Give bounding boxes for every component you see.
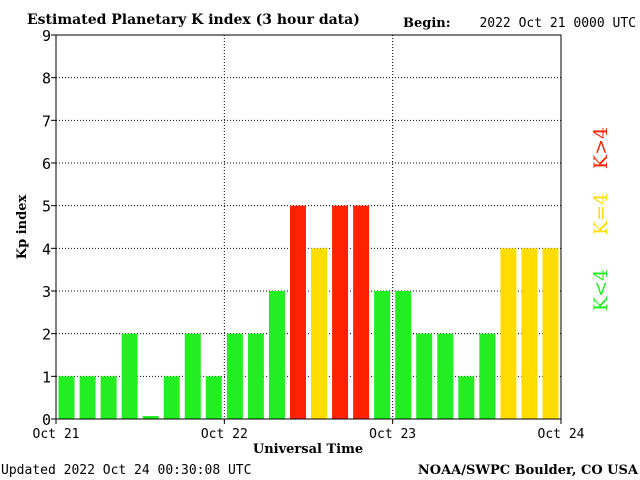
kp-bar <box>268 291 285 419</box>
chart-title: Estimated Planetary K index (3 hour data… <box>27 12 360 28</box>
kp-bar <box>353 205 370 419</box>
kp-bar <box>205 376 222 419</box>
legend-mid: K=4 <box>590 193 612 235</box>
kp-bar <box>458 376 475 419</box>
kp-bar <box>226 333 243 419</box>
begin-label: Begin: <box>403 16 451 31</box>
source-text: NOAA/SWPC Boulder, CO USA <box>418 463 639 478</box>
bars-group <box>58 205 559 419</box>
kp-bar <box>58 376 75 419</box>
x-tick-label: Oct 21 <box>33 427 80 442</box>
kp-bar <box>332 205 349 419</box>
kp-bar <box>542 248 559 419</box>
y-tick-label: 2 <box>42 326 51 344</box>
y-tick-label: 9 <box>42 27 51 45</box>
kp-bar <box>437 333 454 419</box>
y-tick-label: 0 <box>42 411 51 429</box>
kp-bar <box>395 291 412 419</box>
x-tick-label: Oct 24 <box>538 427 585 442</box>
kp-bar <box>374 291 391 419</box>
y-tick-label: 3 <box>42 283 51 301</box>
legend-high: K>4 <box>590 127 612 169</box>
kp-bar <box>500 248 517 419</box>
kp-bar <box>184 333 201 419</box>
y-tick-label: 1 <box>42 368 51 386</box>
x-tick-label: Oct 22 <box>201 427 248 442</box>
y-axis-label: Kp index <box>15 195 30 260</box>
kp-bar <box>311 248 328 419</box>
kp-bar <box>163 376 180 419</box>
kp-bar <box>521 248 538 419</box>
kp-bar <box>79 376 96 419</box>
begin-value: 2022 Oct 21 0000 UTC <box>479 16 636 31</box>
plot-frame <box>55 34 562 420</box>
y-axis-ticks: 0 1 2 3 4 5 6 7 8 9 <box>42 27 56 429</box>
kp-bar <box>289 205 306 419</box>
kp-bar <box>121 333 138 419</box>
kp-bar <box>247 333 264 419</box>
legend-low: K<4 <box>590 269 612 311</box>
kp-bar <box>479 333 496 419</box>
x-axis-label: Universal Time <box>253 442 363 457</box>
grid-lines <box>56 35 561 419</box>
x-tick-label: Oct 23 <box>369 427 416 442</box>
kp-bar <box>100 376 117 419</box>
kp-bar <box>416 333 433 419</box>
y-tick-label: 8 <box>42 70 51 88</box>
y-tick-label: 6 <box>42 155 51 173</box>
y-tick-label: 7 <box>42 112 51 130</box>
x-axis-ticks: Oct 21 Oct 22 Oct 23 Oct 24 <box>33 419 585 442</box>
updated-text: Updated 2022 Oct 24 00:30:08 UTC <box>1 463 251 478</box>
y-tick-label: 4 <box>42 240 51 258</box>
y-tick-label: 5 <box>42 198 51 216</box>
kp-bar <box>142 416 159 419</box>
